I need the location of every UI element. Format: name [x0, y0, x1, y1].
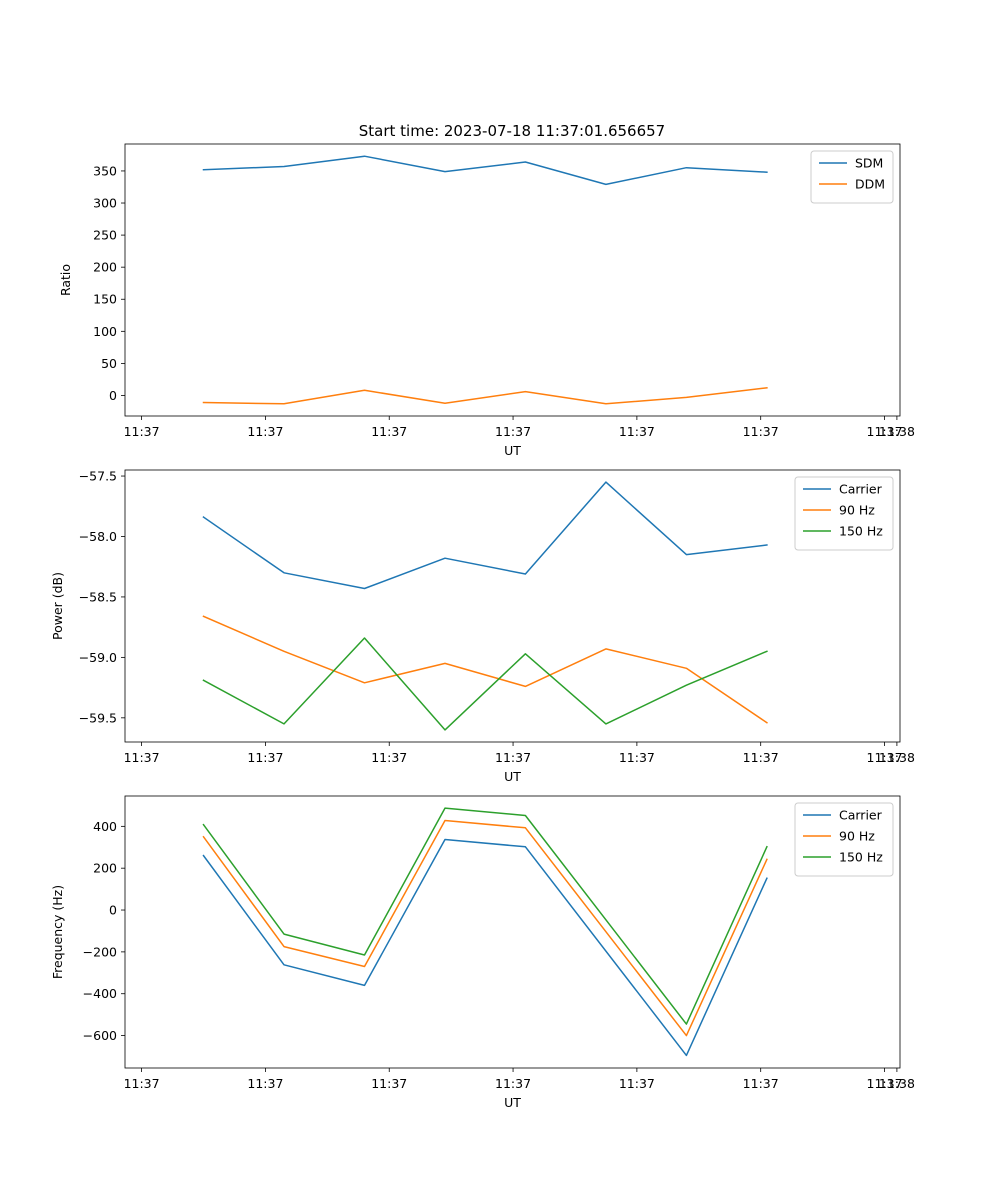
power-x-tick-label: 11:37 [371, 750, 407, 765]
power-y-tick-label: −58.5 [79, 589, 117, 604]
frequency-y-tick-label: 400 [93, 819, 117, 834]
frequency-legend: Carrier 90 Hz 150 Hz [794, 802, 894, 877]
frequency-y-tick-label: −600 [83, 1028, 117, 1043]
power-legend-label: Carrier [839, 482, 883, 497]
frequency-y-tick-label: 200 [93, 861, 117, 876]
power-x-tick-label: 11:37 [867, 750, 903, 765]
ratio-x-tick-label: 11:37 [124, 424, 160, 439]
ratio-series-sdm [202, 155, 768, 186]
frequency-x-tick-label: 11:37 [371, 1076, 407, 1091]
frequency-x-tick-label: 11:37 [867, 1076, 903, 1091]
frequency-legend-label: 90 Hz [839, 829, 875, 844]
frequency-series-150-hz [202, 807, 768, 1025]
ratio-y-tick-label: 100 [93, 324, 117, 339]
power-y-tick-label: −58.0 [79, 529, 117, 544]
power-panel: 11:37 11:37 11:37 11:37 11:37 11:37 11:3711:38… [50, 469, 915, 784]
power-series-carrier [202, 481, 768, 590]
power-y-axis-label: Power (dB) [50, 572, 65, 640]
frequency-legend-label: 150 Hz [839, 850, 883, 865]
frequency-series-carrier [202, 838, 768, 1057]
ratio-x-tick-label: 11:38 [879, 424, 915, 439]
ratio-legend-box [810, 150, 894, 204]
frequency-panel: 11:37 11:37 11:37 11:37 11:37 11:37 11:3711:38… [50, 795, 915, 1110]
frequency-y-tick-label: 0 [109, 903, 117, 918]
power-x-tick-label: 11:37 [619, 750, 655, 765]
ratio-legend: SDM DDM [810, 150, 894, 204]
power-y-tick-label: −59.5 [79, 710, 117, 725]
ratio-y-tick-label: 300 [93, 196, 117, 211]
ratio-y-tick-label: 150 [93, 292, 117, 307]
ratio-y-tick-label: 50 [101, 356, 117, 371]
ratio-x-tick-label: 11:37 [247, 424, 283, 439]
ratio-x-tick-label: 11:37 [619, 424, 655, 439]
ratio-x-tick-label: 11:37 [743, 424, 779, 439]
ratio-y-axis-label: Ratio [58, 264, 73, 296]
frequency-x-tick-label: 11:37 [743, 1076, 779, 1091]
power-x-tick-label: 11:37 [743, 750, 779, 765]
ratio-x-tick-label: 11:37 [495, 424, 531, 439]
power-legend-label: 90 Hz [839, 503, 875, 518]
ratio-y-tick-label: 350 [93, 163, 117, 178]
frequency-axes-frame [124, 795, 901, 1069]
ratio-x-tick-label: 11:37 [867, 424, 903, 439]
power-x-tick-label: 11:37 [247, 750, 283, 765]
power-x-axis-label: UT [504, 769, 521, 784]
ratio-series-ddm [202, 386, 768, 405]
frequency-x-axis-label: UT [504, 1095, 521, 1110]
power-x-tick-label: 11:38 [879, 750, 915, 765]
frequency-legend-label: Carrier [839, 808, 883, 823]
ratio-y-tick-label: 200 [93, 260, 117, 275]
ratio-legend-label: SDM [855, 156, 883, 171]
frequency-x-tick-label: 11:37 [619, 1076, 655, 1091]
power-y-tick-label: −59.0 [79, 650, 117, 665]
ratio-legend-label: DDM [855, 177, 885, 192]
figure-title: Start time: 2023-07-18 11:37:01.656657 [359, 122, 665, 140]
frequency-x-tick-label: 11:37 [495, 1076, 531, 1091]
ratio-x-axis-label: UT [504, 443, 521, 458]
ratio-axes-frame [124, 143, 901, 417]
power-legend: Carrier 90 Hz 150 Hz [794, 476, 894, 551]
ratio-panel: 11:37 11:37 11:37 11:37 11:37 11:37 11:3711:38… [58, 143, 915, 458]
ratio-y-tick-label: 0 [109, 388, 117, 403]
frequency-series-90-hz [202, 819, 768, 1037]
power-series-90-hz [202, 615, 768, 724]
frequency-x-tick-label: 11:38 [879, 1076, 915, 1091]
ratio-x-tick-label: 11:37 [371, 424, 407, 439]
power-axes-frame [124, 469, 901, 743]
frequency-x-tick-label: 11:37 [124, 1076, 160, 1091]
frequency-y-tick-label: −200 [83, 944, 117, 959]
frequency-y-tick-label: −400 [83, 986, 117, 1001]
power-series-150-hz [202, 637, 768, 731]
power-legend-label: 150 Hz [839, 524, 883, 539]
frequency-x-tick-label: 11:37 [247, 1076, 283, 1091]
frequency-y-axis-label: Frequency (Hz) [50, 885, 65, 979]
power-x-tick-label: 11:37 [495, 750, 531, 765]
power-y-tick-label: −57.5 [79, 469, 117, 484]
ratio-y-tick-label: 250 [93, 228, 117, 243]
power-x-tick-label: 11:37 [124, 750, 160, 765]
